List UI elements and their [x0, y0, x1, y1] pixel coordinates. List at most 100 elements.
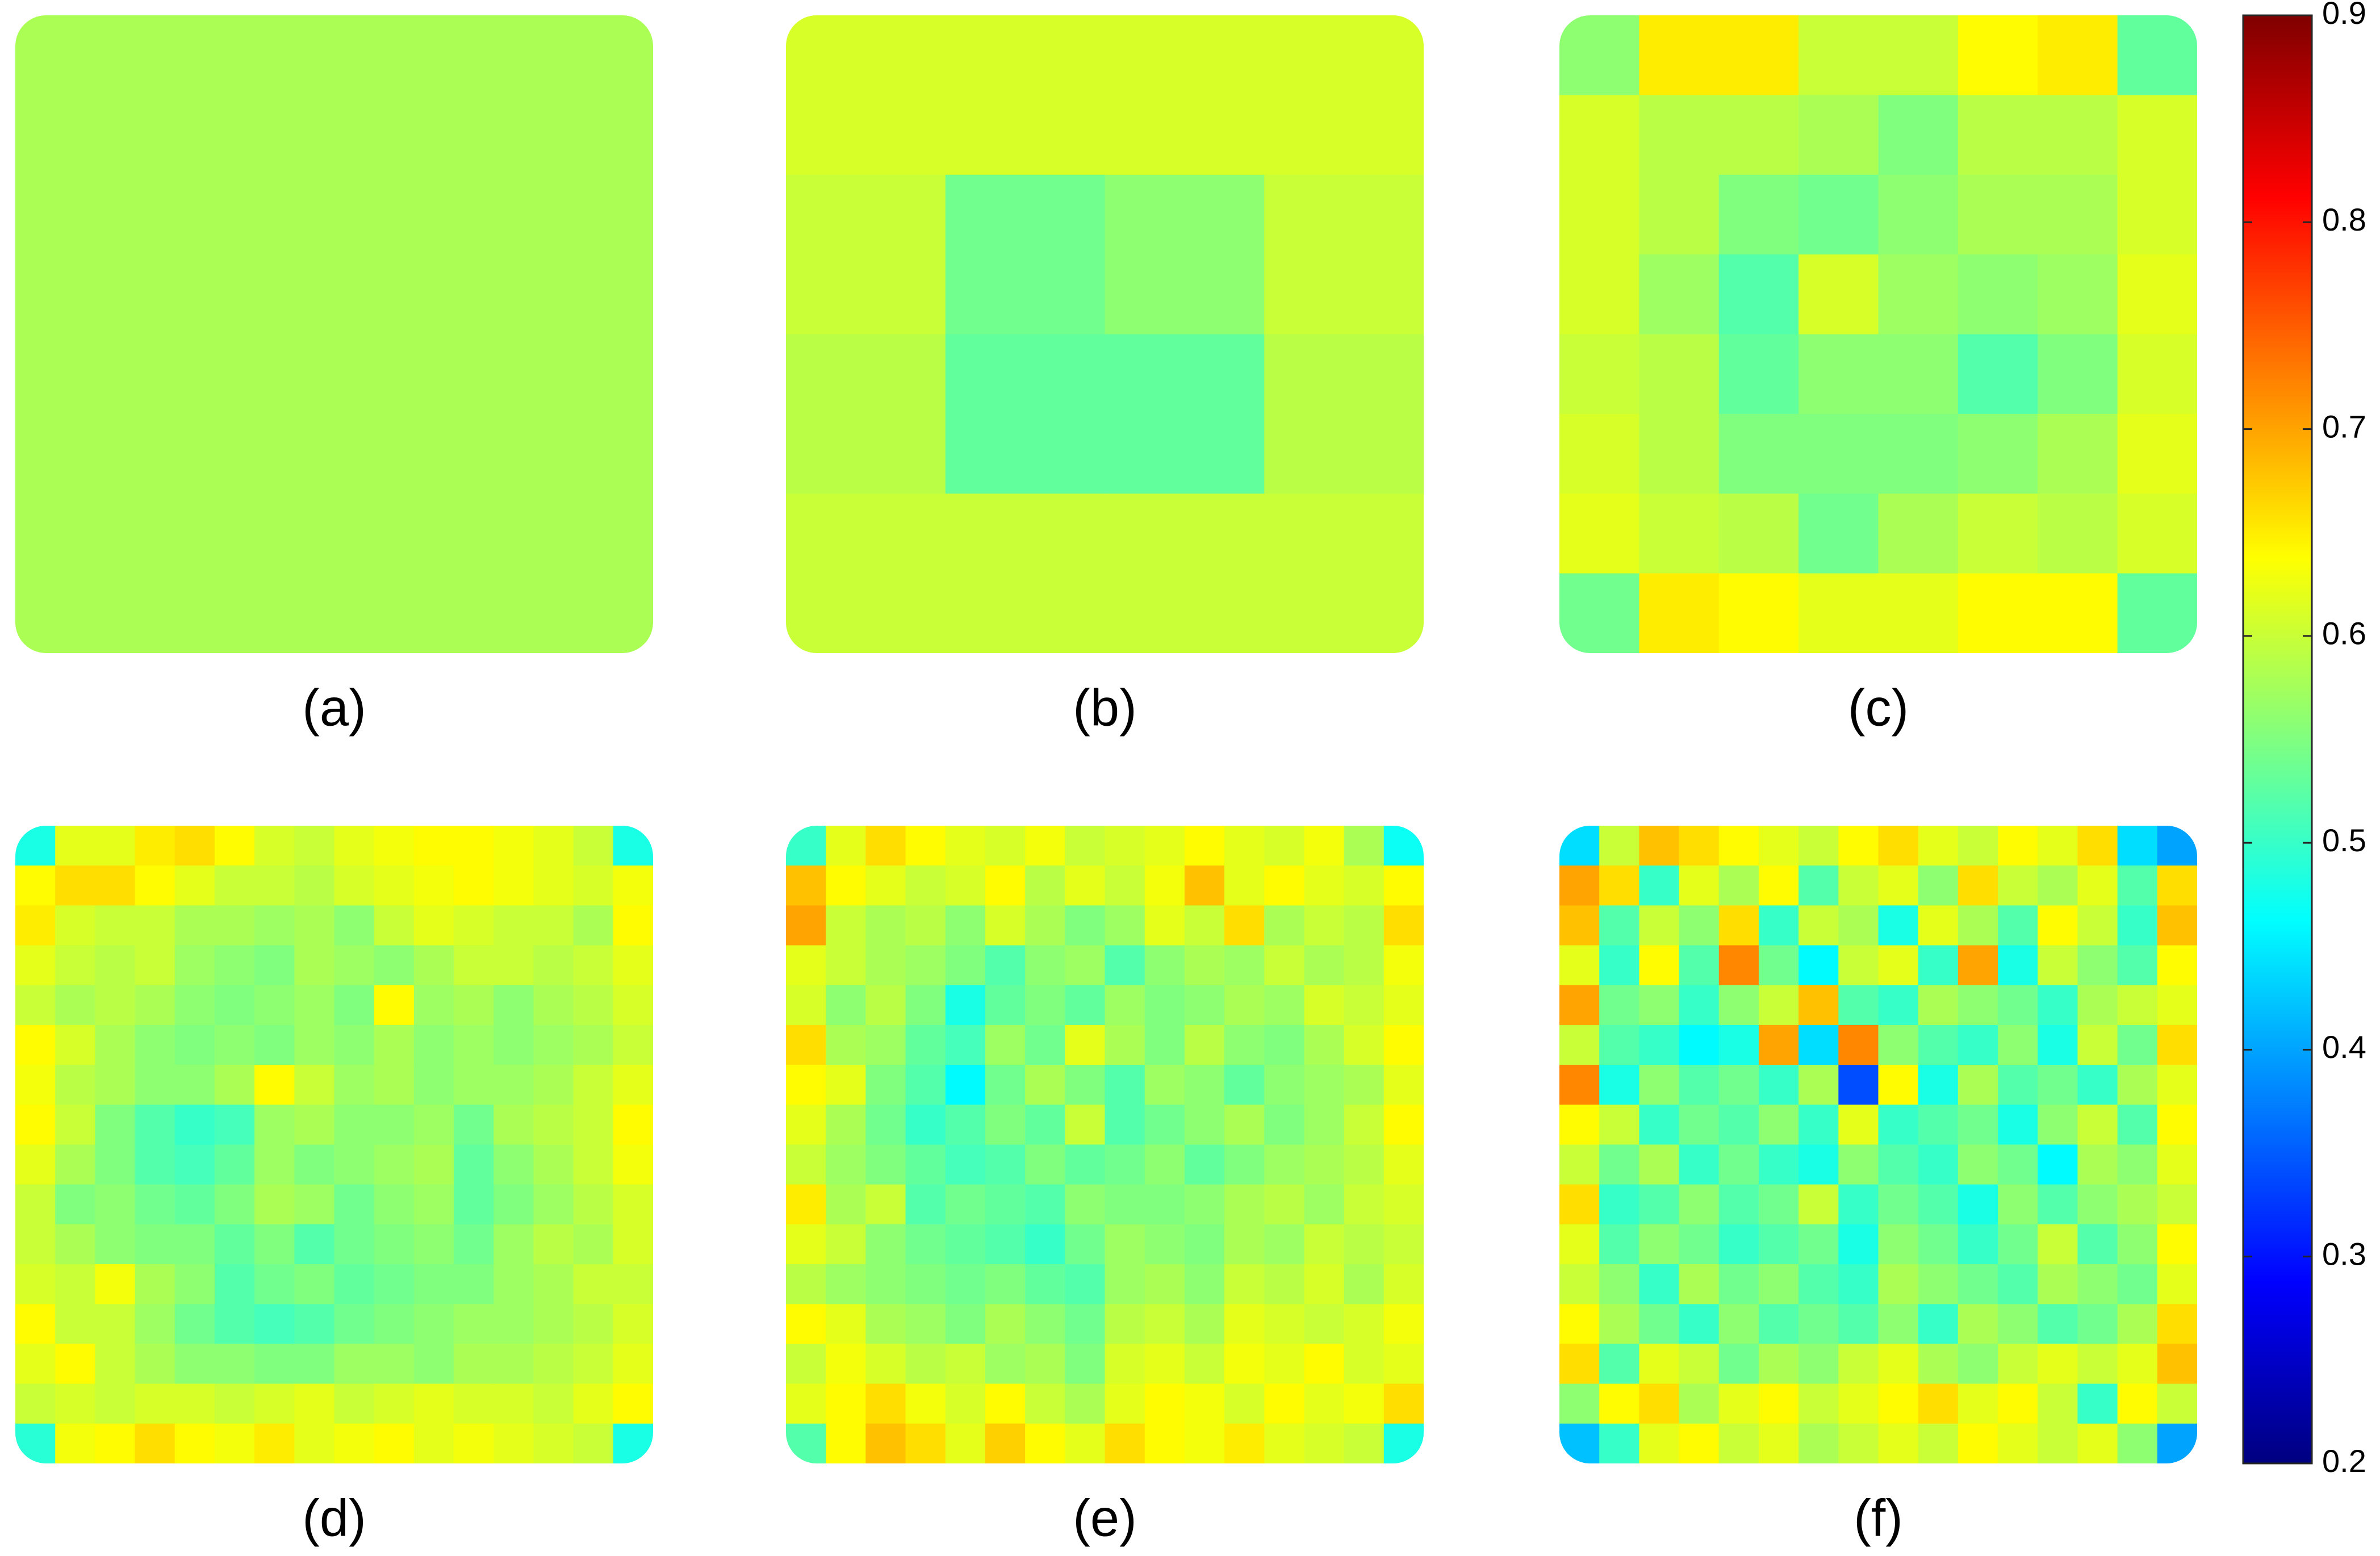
heatmap-cell [214, 1423, 255, 1463]
heatmap-cell [15, 1144, 56, 1185]
heatmap-cell [254, 905, 295, 946]
heatmap-cell [174, 905, 215, 946]
heatmap-cell [1878, 1344, 1919, 1384]
heatmap-cell [945, 1423, 986, 1463]
heatmap-cell [1957, 985, 1998, 1026]
heatmap-cell [95, 1304, 136, 1345]
heatmap-cell [1559, 413, 1639, 494]
heatmap-cell [1025, 1105, 1065, 1145]
heatmap-cell [1383, 1344, 1424, 1384]
heatmap-cell [214, 1304, 255, 1345]
heatmap-cell [1998, 905, 2038, 946]
heatmap-cell [1383, 945, 1424, 986]
heatmap-cell [1383, 826, 1424, 866]
heatmap-cell [786, 1383, 826, 1424]
heatmap-cell [135, 1383, 175, 1424]
heatmap-cell [1998, 865, 2038, 906]
heatmap-cell [905, 1264, 946, 1304]
heatmap-cell [1639, 865, 1680, 906]
heatmap-cell [865, 1423, 906, 1463]
heatmap-cell [573, 865, 614, 906]
heatmap-cell [214, 1024, 255, 1065]
heatmap-cell [413, 1065, 454, 1105]
heatmap-cell [1758, 1144, 1799, 1185]
heatmap-cell [533, 1065, 574, 1105]
heatmap-cell [1383, 1065, 1424, 1105]
heatmap-cell [2117, 1144, 2158, 1185]
heatmap-cell [1304, 865, 1345, 906]
heatmap-cell [826, 1344, 866, 1384]
heatmap-cell [2157, 1304, 2197, 1345]
heatmap-cell [1065, 1344, 1106, 1384]
heatmap-cell [1224, 1264, 1265, 1304]
heatmap-cell [374, 1304, 415, 1345]
heatmap-cell [1304, 985, 1345, 1026]
heatmap-cell [1679, 1304, 1720, 1345]
heatmap-cell [1184, 1184, 1225, 1225]
heatmap-cell [1264, 865, 1305, 906]
heatmap-cell [945, 826, 986, 866]
heatmap-cell [413, 905, 454, 946]
heatmap-cell [1957, 1264, 1998, 1304]
heatmap-cell [1144, 1383, 1185, 1424]
heatmap-cell [826, 1383, 866, 1424]
heatmap-cell [2117, 1105, 2158, 1145]
heatmap-cell [1957, 95, 2038, 175]
heatmap-cell [294, 1224, 335, 1265]
heatmap-cell [1679, 1383, 1720, 1424]
heatmap-cell [2077, 1423, 2118, 1463]
heatmap-cell [1878, 985, 1919, 1026]
heatmap-cell [374, 945, 415, 986]
heatmap-cell [1639, 573, 1720, 653]
heatmap-cell [1264, 334, 1424, 494]
heatmap-cell [2117, 1065, 2158, 1105]
heatmap-cell [1559, 985, 1600, 1026]
heatmap-cell [2038, 905, 2078, 946]
heatmap-cell [413, 1144, 454, 1185]
heatmap-cell [1918, 945, 1959, 986]
heatmap-cell [2117, 95, 2197, 175]
heatmap-cell [294, 1024, 335, 1065]
heatmap-cell [334, 1024, 375, 1065]
heatmap-cell [95, 945, 136, 986]
heatmap-cell [1065, 1065, 1106, 1105]
heatmap-cell [905, 985, 946, 1026]
heatmap-cell [1998, 1105, 2038, 1145]
heatmap-cell [1957, 493, 2038, 574]
heatmap-cell [786, 334, 946, 494]
heatmap-cell [1878, 1383, 1919, 1424]
heatmap-cell [613, 1224, 653, 1265]
heatmap-cell [1918, 1344, 1959, 1384]
heatmap-cell [374, 1383, 415, 1424]
heatmap-cell [2117, 493, 2197, 574]
heatmap-cell [826, 1065, 866, 1105]
heatmap-cell [2038, 573, 2118, 653]
heatmap-cell [413, 1224, 454, 1265]
heatmap-cell [865, 1224, 906, 1265]
heatmap [786, 15, 1424, 653]
heatmap-cell [174, 1423, 215, 1463]
heatmap-cell [613, 1383, 653, 1424]
heatmap-cell [334, 1105, 375, 1145]
heatmap-cell [1264, 493, 1424, 653]
heatmap-cell [174, 1383, 215, 1424]
heatmap-cell [2117, 15, 2197, 95]
heatmap-cell [174, 1184, 215, 1225]
heatmap-cell [2038, 865, 2078, 906]
heatmap-cell [533, 865, 574, 906]
heatmap-cell [135, 865, 175, 906]
heatmap-cell [1599, 865, 1639, 906]
heatmap-cell [95, 1105, 136, 1145]
heatmap-cell [1065, 905, 1106, 946]
heatmap-cell [254, 985, 295, 1026]
heatmap-cell [454, 1304, 494, 1345]
heatmap-cell [2077, 865, 2118, 906]
heatmap-cell [786, 1423, 826, 1463]
heatmap-cell [1025, 945, 1065, 986]
heatmap-cell [1918, 865, 1959, 906]
heatmap-cell [573, 1024, 614, 1065]
heatmap-cell [1679, 1344, 1720, 1384]
heatmap-cell [55, 1105, 95, 1145]
heatmap-cell [214, 1184, 255, 1225]
heatmap-cell [135, 1184, 175, 1225]
